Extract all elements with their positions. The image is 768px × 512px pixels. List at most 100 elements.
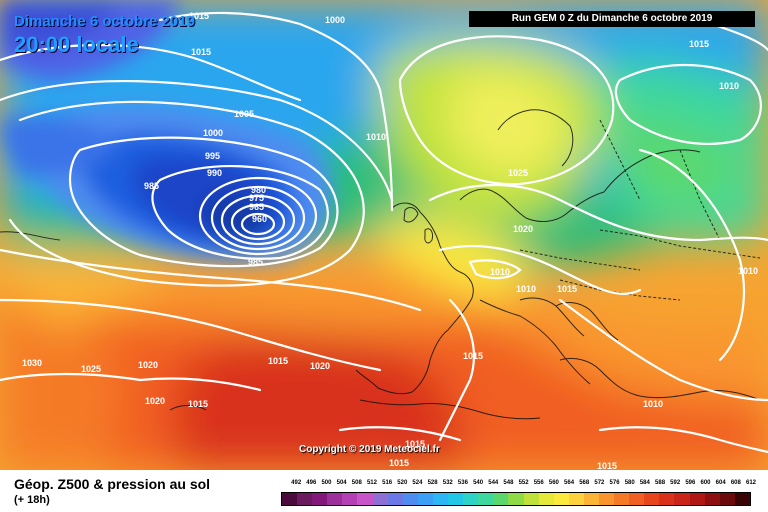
isobar-label: 1015 [597,461,617,470]
isobar-label: 975 [249,193,264,203]
legend-label: 496 [306,480,317,486]
legend-swatch [659,493,675,505]
forecast-date: Dimanche 6 octobre 2019 [14,13,195,30]
legend-swatch [553,493,569,505]
legend-swatch [538,493,554,505]
legend-label: 568 [579,480,590,486]
legend-swatch [629,493,645,505]
legend-swatch [478,493,494,505]
map-title: Géop. Z500 & pression au sol [14,476,211,492]
map-footer: Géop. Z500 & pression au sol (+ 18h) 492… [0,470,768,512]
legend-swatch [734,493,750,505]
legend-label: 592 [670,480,681,486]
copyright-notice: Copyright © 2019 Meteociel.fr [299,444,440,455]
coastlines [0,109,761,420]
isobar-label: 1015 [557,284,577,294]
legend-swatch [508,493,524,505]
legend-label: 508 [351,480,362,486]
legend-swatch [493,493,509,505]
legend-swatch [312,493,328,505]
isobar-label: 965 [249,202,264,212]
legend-swatch [297,493,313,505]
isobar-label: 1010 [366,132,386,142]
isobar-label: 995 [205,151,220,161]
isobar-labels: 1015 1000 1015 1005 1000 995 990 985 980… [22,11,758,470]
legend-label: 576 [609,480,620,486]
legend-label: 564 [564,480,575,486]
legend-swatch [598,493,615,505]
legend-swatch [372,493,388,505]
isobar-label: 1005 [234,109,254,119]
legend-swatch [402,493,418,505]
legend-swatch [614,493,630,505]
legend-label: 492 [291,480,302,486]
legend-label: 608 [730,480,741,486]
legend-label: 544 [488,480,499,486]
map-svg: 1015 1000 1015 1005 1000 995 990 985 980… [0,0,768,470]
legend-swatch [704,493,720,505]
legend-label: 604 [715,480,726,486]
legend-labels: 492 496 500 504 508 512 516 520 524 528 532 536 540 5… [281,480,756,490]
color-scale-legend: 492 496 500 504 508 512 516 520 524 528 532 536 540 5… [281,480,756,510]
legend-label: 528 [427,480,438,486]
legend-label: 556 [533,480,544,486]
legend-label: 596 [685,480,696,486]
legend-swatch [432,493,449,505]
legend-label: 600 [700,480,711,486]
isobar-label: 1010 [738,266,758,276]
legend-swatch [387,493,403,505]
isobar-label: 1000 [325,15,345,25]
legend-swatches [281,492,751,506]
forecast-time: 20:00 locale [14,32,139,57]
legend-swatch [463,493,479,505]
legend-label: 524 [412,480,423,486]
isobar-label: 1015 [191,47,211,57]
isobar-label: 985 [144,181,159,191]
legend-swatch [327,493,343,505]
legend-label: 500 [321,480,332,486]
isobar-label: 1025 [81,364,101,374]
model-run-info: Run GEM 0 Z du Dimanche 6 octobre 2019 [469,11,755,27]
legend-label: 548 [503,480,514,486]
isobar-label: 1020 [310,361,330,371]
legend-swatch [342,493,358,505]
legend-swatch [583,493,599,505]
isobar-label: 1015 [405,439,425,449]
legend-swatch [689,493,705,505]
legend-label: 512 [366,480,377,486]
isobar-label: 980 [251,185,266,195]
isobar-label: 1010 [516,284,536,294]
isobar-label: 1030 [22,358,42,368]
legend-label: 552 [518,480,529,486]
isobar-label: 1015 [189,11,209,21]
legend-label: 504 [336,480,347,486]
legend-swatch [357,493,373,505]
isobar-label: 985 [248,257,263,267]
legend-label: 520 [397,480,408,486]
legend-swatch [568,493,584,505]
isobar-label: 1020 [513,224,533,234]
legend-label: 584 [639,480,650,486]
legend-label: 572 [594,480,605,486]
isobar-label: 1015 [188,399,208,409]
legend-label: 580 [624,480,635,486]
legend-label: 516 [382,480,393,486]
legend-label: 612 [745,480,756,486]
isobar-label: 1015 [463,351,483,361]
forecast-lead-time: (+ 18h) [14,494,50,506]
legend-swatch [282,493,298,505]
forecast-map: 1015 1000 1015 1005 1000 995 990 985 980… [0,0,768,470]
isobar-label: 1015 [389,458,409,468]
legend-swatch [719,493,735,505]
isobar-label: 1010 [643,399,663,409]
isobar-label: 1010 [719,81,739,91]
legend-label: 540 [473,480,484,486]
legend-swatch [448,493,464,505]
isobar-label: 1015 [689,39,709,49]
legend-swatch [417,493,433,505]
isobar-label: 990 [207,168,222,178]
isobar-label: 1010 [490,267,510,277]
legend-label: 588 [655,480,666,486]
isobar-label: 1020 [138,360,158,370]
isobar-label: 1015 [268,356,288,366]
